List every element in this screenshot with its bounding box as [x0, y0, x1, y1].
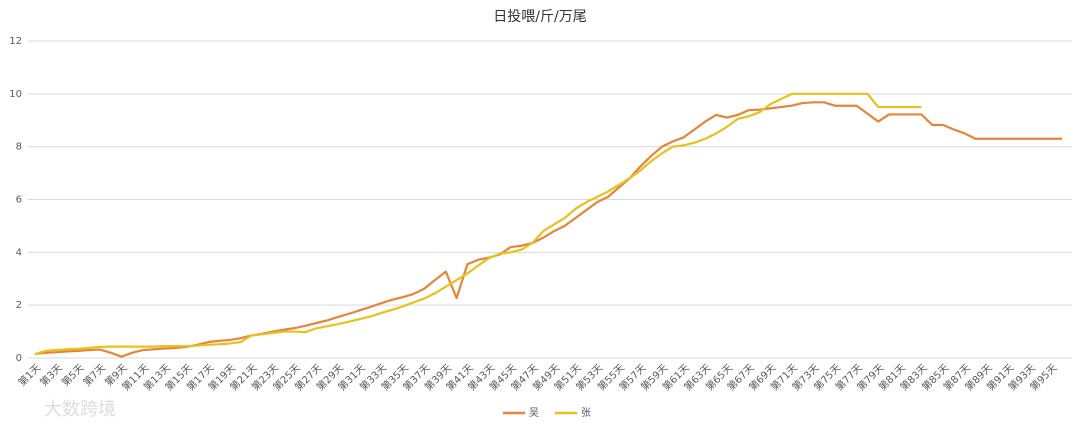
y-tick-label: 4: [16, 247, 22, 258]
y-tick-label: 6: [16, 195, 22, 206]
watermark: 大数跨境: [44, 399, 116, 420]
series-line: [34, 92, 922, 356]
y-tick-label: 2: [16, 300, 22, 311]
chart-title: 日投喂/斤/万尾: [493, 9, 586, 25]
legend-label: 吴: [529, 407, 539, 419]
y-tick-label: 8: [16, 142, 22, 153]
y-tick-label: 0: [16, 353, 22, 364]
y-tick-label: 12: [9, 36, 22, 47]
y-tick-label: 10: [9, 89, 22, 100]
series-line: [34, 101, 1062, 358]
legend-label: 张: [581, 407, 591, 419]
